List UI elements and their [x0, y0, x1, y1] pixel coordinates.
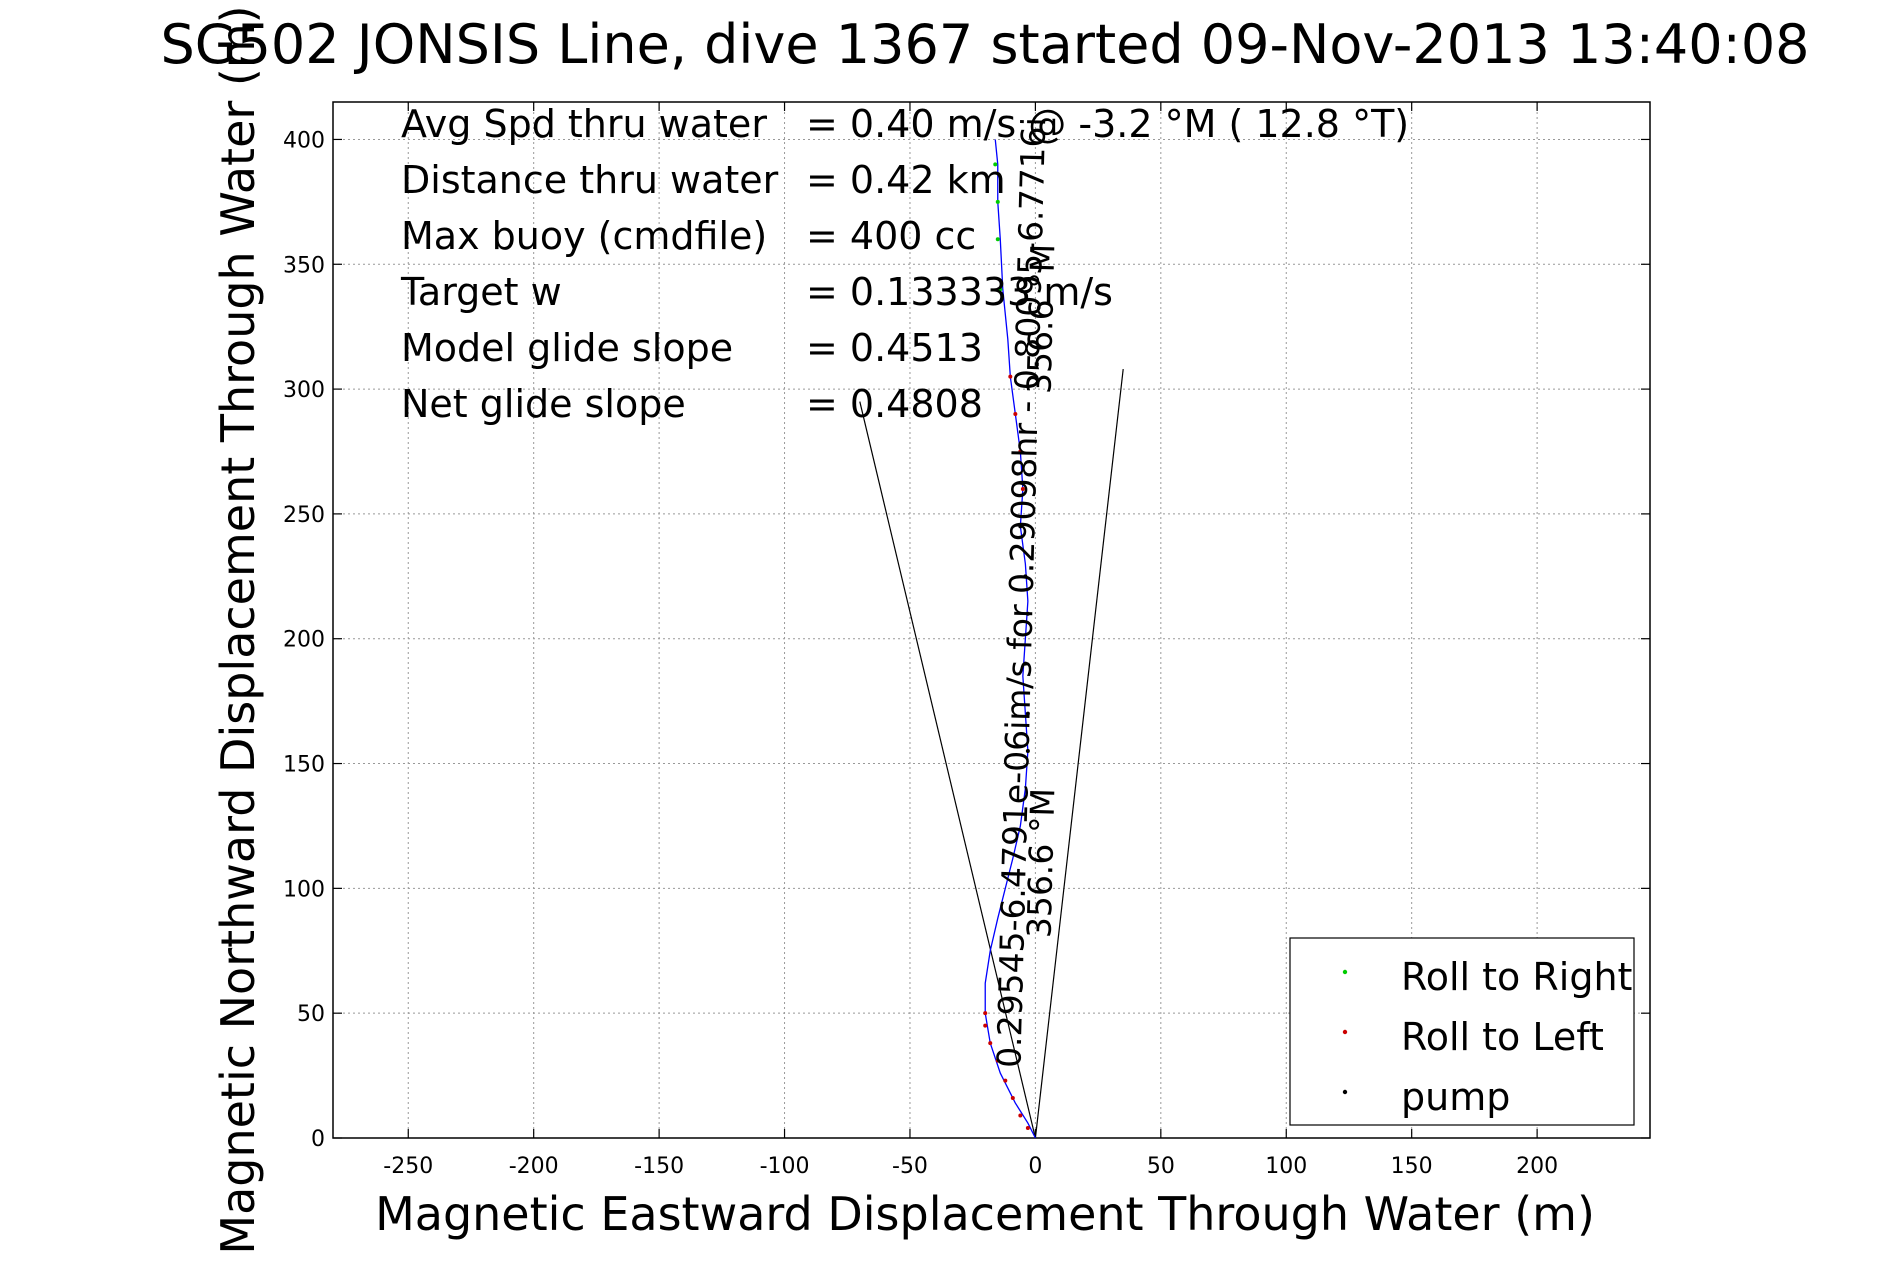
axes-frame — [332, 101, 1651, 1139]
point-roll-to-right — [995, 199, 1000, 204]
point-roll-to-left — [1018, 449, 1023, 454]
legend-label: pump — [1401, 1075, 1510, 1119]
y-tick-label: 300 — [283, 378, 325, 403]
point-roll-to-right — [993, 162, 998, 167]
heading-cone — [859, 369, 1124, 1139]
y-tick-label: 200 — [283, 628, 325, 653]
info-value: = 0.4513 — [806, 326, 983, 370]
y-tick-label: 100 — [283, 877, 325, 902]
point-roll-to-right — [998, 287, 1003, 292]
info-value: = 0.4808 — [806, 382, 983, 426]
point-roll-to-left — [988, 1041, 993, 1046]
point-roll-to-left — [983, 1023, 988, 1028]
info-value: = 400 cc — [806, 214, 976, 258]
legend-marker — [1342, 969, 1348, 975]
rotated-annotation: 356.6 °M — [1019, 788, 1062, 939]
x-tick-label: -50 — [892, 1154, 928, 1179]
legend-marker — [1342, 1089, 1348, 1095]
x-tick-label: 100 — [1265, 1154, 1307, 1179]
y-tick-label: 150 — [283, 753, 325, 778]
y-tick-label: 250 — [283, 503, 325, 528]
x-tick-label: -100 — [760, 1154, 810, 1179]
point-roll-to-left — [1025, 1126, 1030, 1131]
x-tick-label: -250 — [383, 1154, 433, 1179]
x-tick-label: 150 — [1391, 1154, 1433, 1179]
chart-title: SG502 JONSIS Line, dive 1367 started 09-… — [160, 13, 1809, 76]
info-value: = 0.40 m/s @ -3.2 °M ( 12.8 °T) — [806, 102, 1409, 146]
x-tick-label: 50 — [1147, 1154, 1175, 1179]
point-pump — [1018, 524, 1023, 529]
info-value: = 0.42 km — [806, 158, 1006, 202]
x-tick-label: 200 — [1516, 1154, 1558, 1179]
ticks: -250 -200 -150 -100 -50 0 50 100 150 200 0 50 100 150… — [283, 102, 1650, 1179]
legend-marker — [1342, 1029, 1348, 1035]
legend-box — [1289, 937, 1635, 1126]
point-roll-to-left — [1020, 486, 1025, 491]
point-roll-to-left — [1010, 1096, 1015, 1101]
point-roll-to-left — [995, 1058, 1000, 1063]
point-pump — [1025, 611, 1030, 616]
point-pump — [1025, 711, 1030, 716]
legend-label: Roll to Left — [1401, 1015, 1604, 1059]
rotated-annotation: 356.6 °M — [1019, 243, 1062, 394]
info-value: = 0.133333 m/s — [806, 270, 1113, 314]
point-roll-to-left — [1018, 1113, 1023, 1118]
info-label: Model glide slope — [401, 326, 733, 370]
legend: Roll to Right Roll to Left pump — [1289, 937, 1635, 1126]
point-roll-to-right — [995, 237, 1000, 242]
info-label: Max buoy (cmdfile) — [401, 214, 767, 258]
point-pump — [1023, 574, 1028, 579]
info-label: Distance thru water — [401, 158, 779, 202]
y-axis-label: Magnetic Northward Displacement Through … — [211, 5, 265, 1254]
info-label: Net glide slope — [401, 382, 686, 426]
x-tick-label: 0 — [1028, 1154, 1042, 1179]
info-box: Avg Spd thru water = 0.40 m/s @ -3.2 °M (… — [400, 102, 1409, 426]
point-roll-to-left — [1013, 412, 1018, 417]
point-pump — [1023, 661, 1028, 666]
legend-label: Roll to Right — [1401, 955, 1632, 999]
point-roll-to-left — [1008, 374, 1013, 379]
y-tick-label: 400 — [283, 128, 325, 153]
info-label: Target w — [400, 270, 562, 314]
x-axis-label: Magnetic Eastward Displacement Through W… — [375, 1187, 1595, 1241]
y-tick-label: 350 — [283, 253, 325, 278]
cone-right-line — [1034, 369, 1124, 1139]
point-roll-to-left — [1003, 1078, 1008, 1083]
y-tick-label: 50 — [297, 1002, 325, 1027]
point-roll-to-left — [983, 1011, 988, 1016]
point-pump — [1025, 749, 1030, 754]
x-tick-label: -150 — [634, 1154, 684, 1179]
cone-left-line — [859, 401, 1036, 1139]
x-tick-label: -200 — [509, 1154, 559, 1179]
track-line — [984, 139, 1036, 1139]
series — [983, 139, 1036, 1139]
y-tick-label: 0 — [311, 1127, 325, 1152]
info-label: Avg Spd thru water — [401, 102, 767, 146]
